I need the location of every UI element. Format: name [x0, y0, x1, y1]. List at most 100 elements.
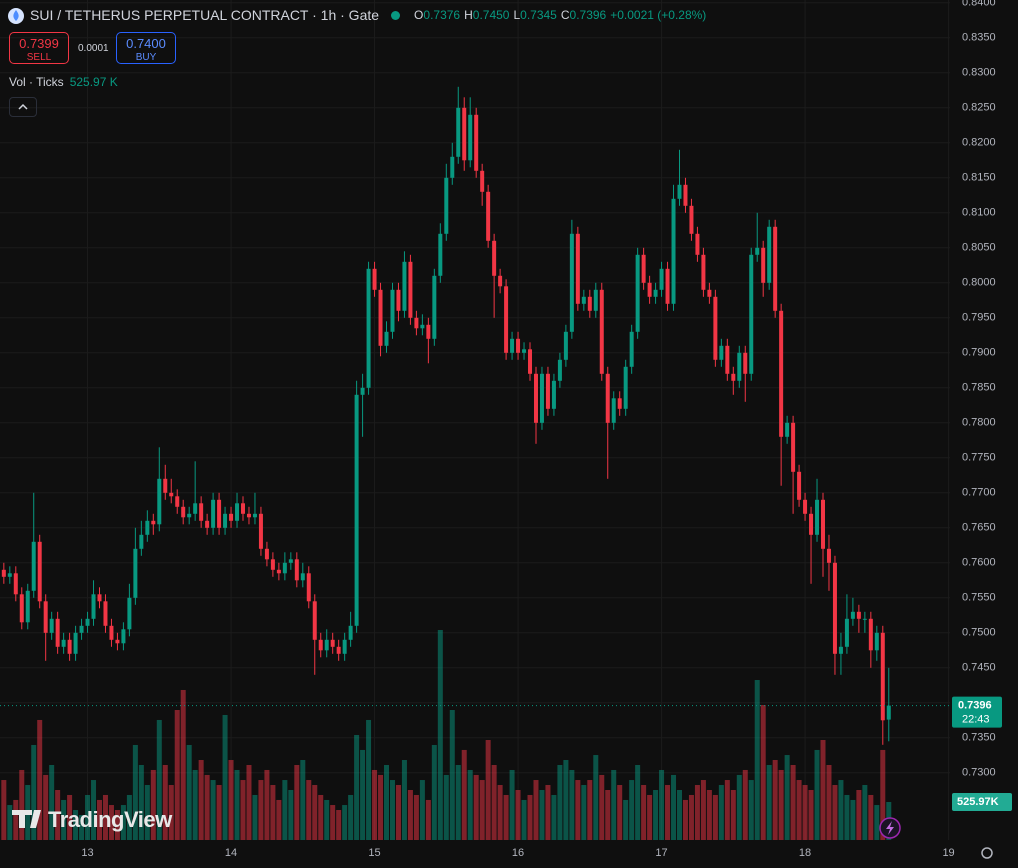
candle-body [31, 541, 36, 591]
countdown: 22:43 [962, 714, 990, 726]
candle-body [539, 373, 544, 423]
volume-bar [730, 789, 736, 840]
candle-body [826, 548, 831, 563]
sell-label: SELL [26, 52, 52, 63]
volume-bar [120, 805, 126, 840]
volume-bar [264, 769, 270, 840]
x-tick-label: 17 [655, 847, 667, 859]
candle-body [623, 366, 628, 409]
volume-bar [13, 799, 19, 840]
candle-body [629, 331, 634, 367]
candle-body [246, 513, 251, 518]
candle-body [282, 562, 287, 574]
candle-body [844, 618, 849, 647]
x-tick-label: 14 [225, 847, 237, 859]
y-tick-label: 0.8100 [962, 207, 996, 219]
y-tick-label: 0.7850 [962, 382, 996, 394]
volume-badge [952, 792, 1012, 811]
volume-bar [150, 769, 156, 840]
volume-bar [354, 735, 360, 840]
price-badge [952, 696, 1002, 728]
candle-body [169, 492, 174, 497]
candle-body [462, 107, 467, 161]
volume-bar [796, 780, 802, 840]
y-tick-label: 0.8200 [962, 137, 996, 149]
volume-bar [593, 755, 599, 840]
volume-bar [551, 794, 557, 840]
volume-bar [288, 789, 294, 840]
candle-body [151, 520, 156, 525]
x-tick-label: 19 [942, 847, 954, 859]
sell-button[interactable]: 0.7399 SELL [9, 32, 69, 64]
candle-body [581, 296, 586, 304]
candle-body [653, 289, 658, 297]
volume-bar [844, 794, 850, 840]
volume-bar [186, 744, 192, 840]
candle-body [701, 254, 706, 290]
collapse-button[interactable] [9, 97, 37, 117]
candle-body [617, 398, 622, 409]
volume-badge-label: 525.97K [957, 796, 999, 808]
candle-body [252, 513, 257, 518]
candle-body [785, 422, 790, 437]
volume-bar [132, 744, 138, 840]
candle-body [551, 380, 556, 409]
candle-body [755, 247, 760, 255]
volume-bar [85, 794, 91, 840]
volume-bar [635, 764, 641, 840]
settings-icon[interactable] [981, 847, 993, 859]
volume-bar [479, 780, 485, 840]
volume-bar [306, 780, 312, 840]
candle-body [402, 261, 407, 311]
candle-body [73, 632, 78, 654]
candle-body [731, 373, 736, 381]
candle-layer [1, 86, 891, 745]
candle-body [270, 559, 275, 570]
candle-body [809, 513, 814, 535]
buy-button[interactable]: 0.7400 BUY [116, 32, 176, 64]
volume-bar [599, 774, 605, 840]
candle-body [797, 471, 802, 500]
ohlc-key: C [560, 8, 570, 22]
candle-body [510, 338, 515, 353]
candle-body [611, 398, 616, 423]
volume-bar [73, 810, 79, 840]
volume-bar [706, 789, 712, 840]
volume-bar [665, 785, 671, 840]
volume-bar [252, 794, 258, 840]
volume-bar [360, 749, 366, 840]
candle-body [480, 170, 485, 192]
candle-body [145, 520, 150, 535]
volume-bar [569, 769, 575, 840]
candle-body [372, 268, 377, 290]
volume-bar [312, 785, 318, 840]
volume-bar [413, 794, 419, 840]
candle-body [378, 289, 383, 346]
volume-bar [330, 805, 336, 840]
candle-body [665, 268, 670, 304]
candle-body [175, 496, 180, 507]
volume-bar [378, 774, 384, 840]
volume-bar [533, 780, 539, 840]
candle-body [533, 373, 538, 423]
candle-body [181, 506, 186, 518]
volume-bar [443, 774, 449, 840]
y-tick-label: 0.7700 [962, 487, 996, 499]
volume-bar [449, 709, 455, 840]
candle-body [217, 499, 222, 528]
volume-bar [862, 785, 868, 840]
volume-bar [856, 789, 862, 840]
candle-body [569, 233, 574, 332]
candle-body [874, 632, 879, 651]
candle-body [593, 289, 598, 311]
volume-bar [515, 789, 521, 840]
volume-bar [688, 794, 694, 840]
candle-body [19, 594, 24, 623]
ohlc-value: 0.7396 [569, 8, 607, 22]
volume-bar [814, 749, 820, 840]
candle-body [695, 233, 700, 255]
candle-body [838, 646, 843, 654]
volume-bar [838, 780, 844, 840]
candle-body [115, 639, 120, 644]
